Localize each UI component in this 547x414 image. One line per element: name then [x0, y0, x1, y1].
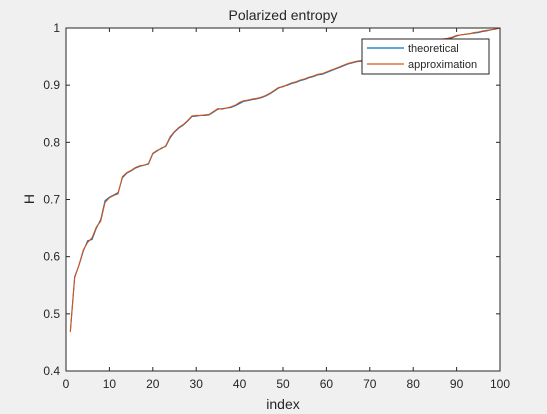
- x-tick-label: 80: [407, 377, 421, 391]
- y-tick-label: 0.8: [43, 135, 60, 149]
- legend-label-theoretical: theoretical: [408, 43, 459, 55]
- x-tick-label: 40: [233, 377, 247, 391]
- y-tick-label: 0.9: [43, 78, 60, 92]
- chart-title: Polarized entropy: [229, 7, 338, 23]
- axis-ticks: 0 10 20 30 40 50 60 70 80 90 100 0.4 0.5 0.6 0.7 0.8 0.9…: [43, 21, 510, 391]
- x-tick-label: 100: [490, 377, 510, 391]
- y-tick-label: 0.5: [43, 307, 60, 321]
- legend-box: [361, 38, 490, 75]
- y-tick-label: 0.4: [43, 364, 60, 378]
- x-tick-label: 10: [103, 377, 117, 391]
- y-axis-label: H: [21, 194, 37, 204]
- legend-label-approximation: approximation: [408, 59, 477, 71]
- legend: theoretical approximation: [361, 38, 490, 75]
- x-tick-label: 0: [63, 377, 70, 391]
- y-tick-label: 0.7: [43, 193, 60, 207]
- x-tick-label: 20: [146, 377, 160, 391]
- x-tick-label: 50: [276, 377, 290, 391]
- x-tick-label: 90: [450, 377, 464, 391]
- x-axis-label: index: [266, 396, 299, 412]
- x-tick-label: 70: [363, 377, 377, 391]
- y-tick-label: 1: [53, 21, 60, 35]
- plot-frame: [65, 27, 501, 372]
- plot-area: [66, 28, 500, 371]
- x-tick-label: 60: [320, 377, 334, 391]
- x-tick-label: 30: [190, 377, 204, 391]
- y-tick-label: 0.6: [43, 250, 60, 264]
